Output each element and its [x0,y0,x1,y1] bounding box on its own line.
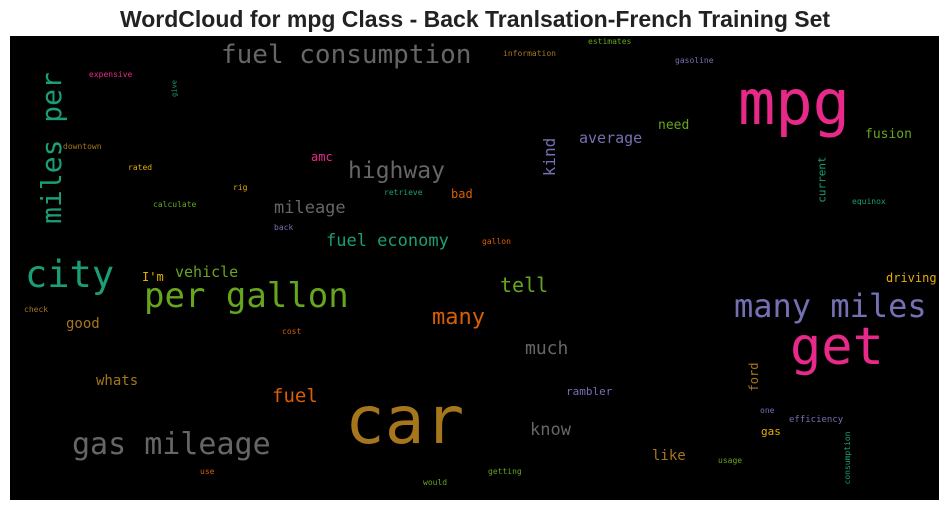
word-like: like [652,448,686,464]
word-estimates: estimates [588,37,632,46]
word-highway: highway [348,158,445,184]
word-gallon: gallon [482,237,511,246]
word-efficiency: efficiency [789,415,844,425]
word-many-miles: many miles [734,287,927,325]
word-expensive: expensive [89,70,133,79]
word-rated: rated [128,163,153,172]
word-many: many [432,305,485,330]
word-use: use [200,467,215,476]
word-get: get [790,317,884,377]
word-fuel-consumption: fuel consumption [221,40,472,70]
word-getting: getting [488,467,522,476]
word-cost: cost [282,327,302,336]
word-rig: rig [233,183,248,192]
word-driving: driving [886,271,937,285]
word-retrieve: retrieve [384,188,423,197]
word-would: would [423,478,448,487]
word-information: information [503,49,556,58]
word-miles-per: miles per [35,72,68,224]
word-gas: gas [761,425,781,438]
word-mpg: mpg [738,66,850,139]
word-back: back [274,223,294,232]
word-fuel-economy: fuel economy [326,231,449,251]
word-need: need [658,118,690,133]
word-bad: bad [451,187,473,201]
word-downtown: downtown [63,142,102,151]
word-know: know [530,420,571,440]
word-average: average [579,129,643,147]
word-ford: ford [747,362,761,392]
word-fuel: fuel [272,385,318,407]
word-mileage: mileage [274,198,346,218]
word-cloud: car mpg get city per gallon many miles g… [10,36,939,500]
word-im: I'm [142,270,164,284]
word-much: much [525,338,569,359]
word-gas-mileage: gas mileage [72,427,271,462]
word-whats: whats [96,373,139,389]
word-good: good [66,316,100,332]
word-current: current [815,156,829,203]
word-usage: usage [718,456,743,465]
word-rambler: rambler [566,385,613,398]
word-fusion: fusion [865,127,912,142]
word-consumption: consumption [843,431,852,485]
word-gasoline: gasoline [675,56,714,65]
word-give: give [170,80,179,97]
word-check: check [24,305,49,314]
word-tell: tell [500,273,549,297]
word-per-gallon: per gallon [144,276,349,316]
word-equinox: equinox [852,197,886,206]
word-kind: kind [540,137,559,177]
page-title: WordCloud for mpg Class - Back Tranlsati… [119,6,831,32]
word-car: car [345,382,465,459]
word-city: city [25,253,115,296]
word-vehicle: vehicle [175,263,239,281]
word-amc: amc [311,150,333,164]
word-one: one [760,406,775,415]
word-calculate: calculate [153,200,197,209]
